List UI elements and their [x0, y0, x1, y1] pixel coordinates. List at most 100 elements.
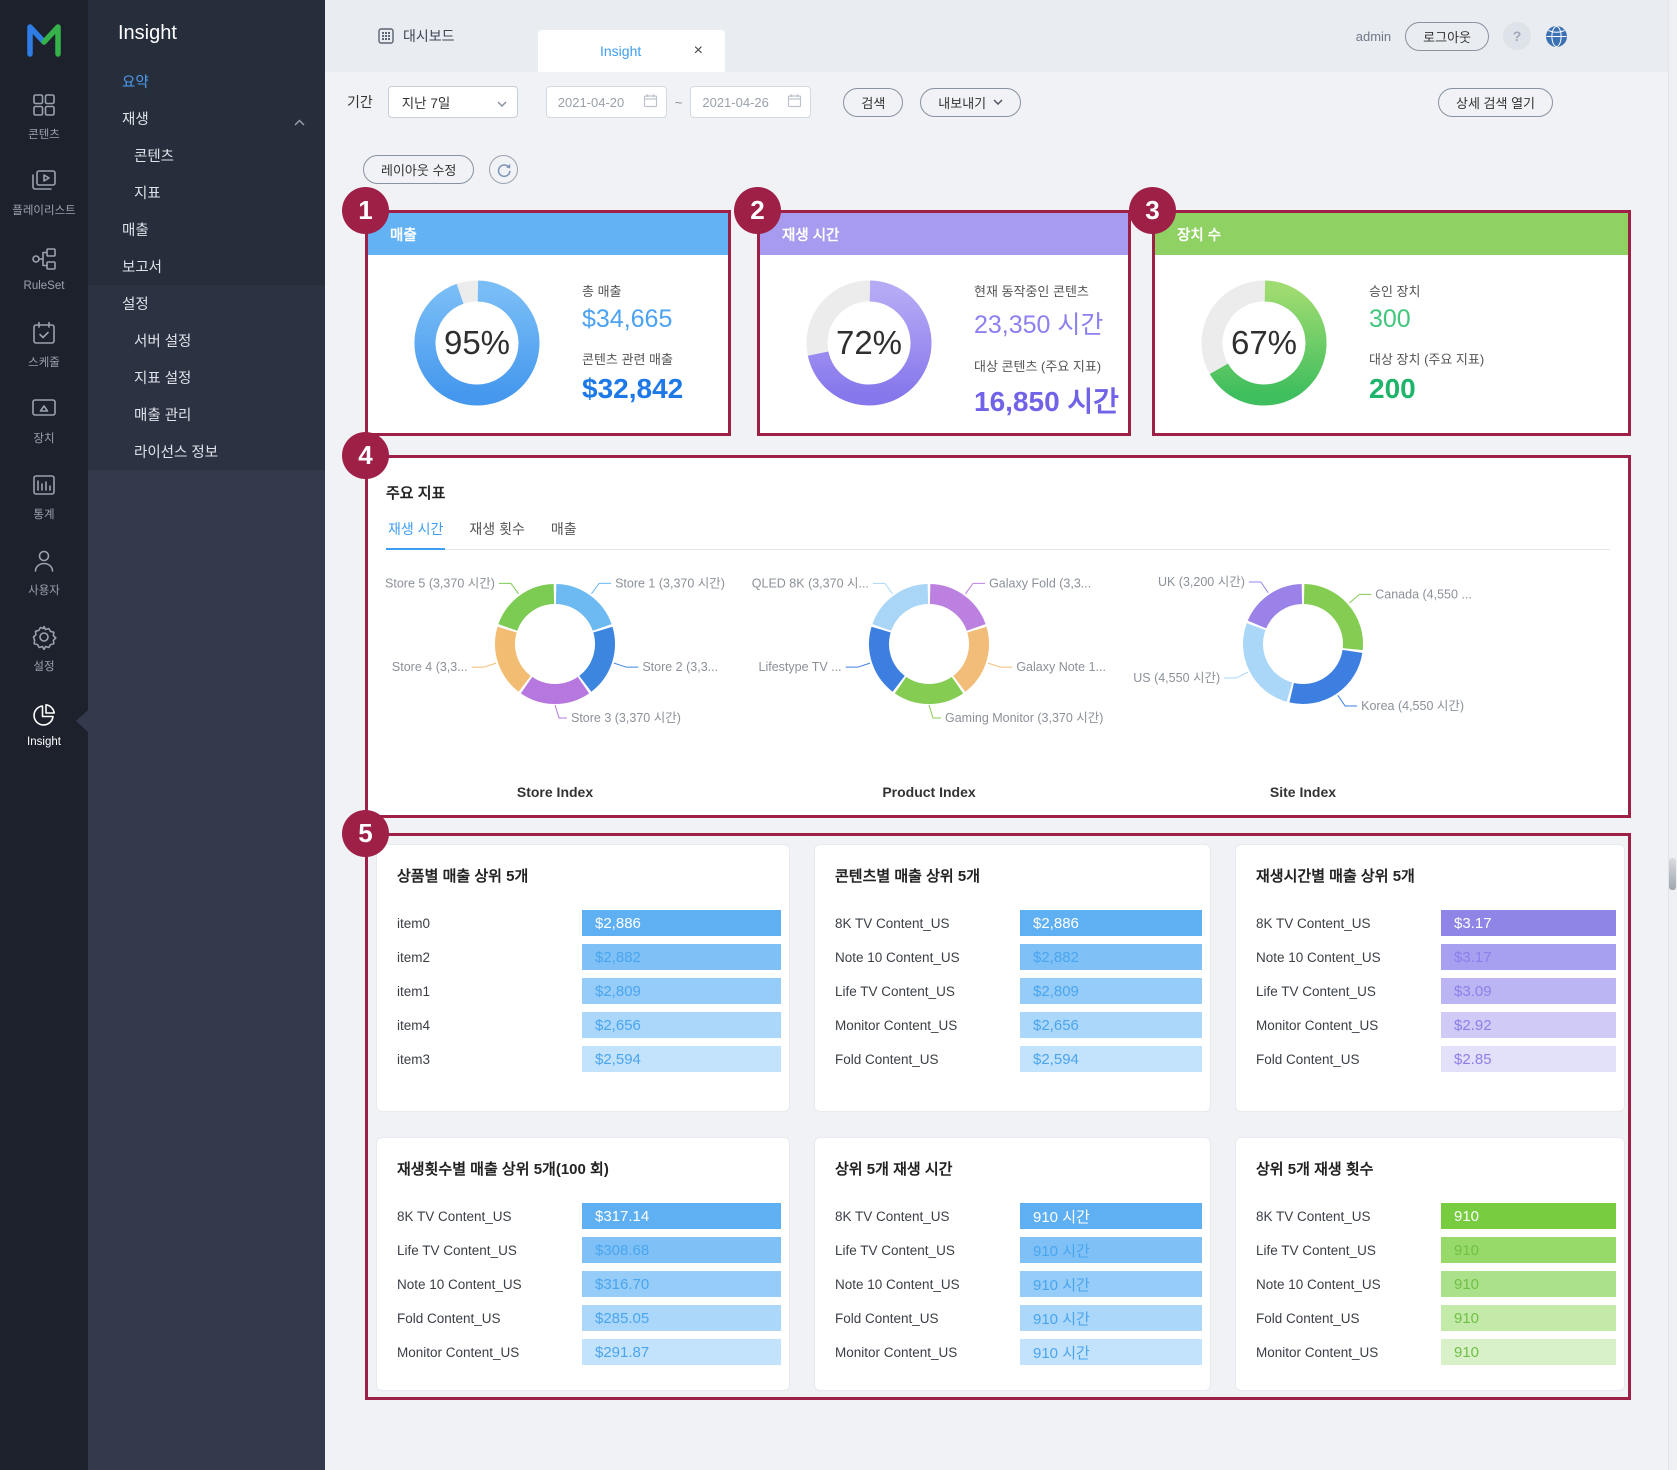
- bar-value: 910: [1454, 1275, 1480, 1293]
- menu-item-지표[interactable]: 지표: [88, 174, 325, 211]
- export-button[interactable]: 내보내기: [920, 87, 1022, 117]
- value-bar: $317.14: [582, 1203, 781, 1229]
- magicinfo-logo[interactable]: [0, 0, 88, 78]
- top5-panel-1: 상품별 매출 상위 5개 item0 $2,886 item2 $2,882 item1 $…: [376, 844, 790, 1112]
- row-label: Monitor Content_US: [1256, 1344, 1379, 1360]
- tab-revenue[interactable]: 매출: [550, 521, 577, 537]
- panel-row: Fold Content_US 910 시간: [835, 1301, 1202, 1335]
- search-button[interactable]: 검색: [843, 87, 904, 117]
- value-bar: $3.17: [1441, 944, 1616, 970]
- menu-item-설정[interactable]: 설정: [88, 285, 325, 322]
- bar-value: 910 시간: [1033, 1242, 1090, 1260]
- rail-item-stats[interactable]: 통계: [0, 458, 88, 534]
- menu-item-label: 라이선스 정보: [134, 445, 219, 461]
- menu-item-콘텐츠[interactable]: 콘텐츠: [88, 137, 325, 174]
- label-leader-line: [613, 662, 639, 668]
- rail-item-settings[interactable]: 설정: [0, 610, 88, 686]
- calendar-icon[interactable]: [643, 93, 658, 111]
- tab-play-time[interactable]: 재생 시간: [386, 519, 446, 550]
- row-label: Life TV Content_US: [1256, 983, 1376, 999]
- donut-slice: [1247, 584, 1303, 629]
- panel-row: Fold Content_US $2.85: [1256, 1042, 1616, 1076]
- row-label: 8K TV Content_US: [835, 1208, 950, 1224]
- slice-label: US (4,550 시간): [1133, 671, 1220, 685]
- bar-value: 910: [1454, 1309, 1480, 1327]
- bar-value: $2,886: [595, 914, 641, 932]
- top5-section: 5 상품별 매출 상위 5개 item0 $2,886 item2 $2,882 item…: [342, 810, 1631, 1400]
- row-label: Fold Content_US: [1256, 1051, 1360, 1067]
- calendar-icon[interactable]: [787, 93, 802, 111]
- label-leader-line: [928, 704, 941, 719]
- date-to-input[interactable]: 2021-04-26: [690, 86, 812, 118]
- period-select[interactable]: 지난 7일: [387, 86, 518, 118]
- panel-row: item2 $2,882: [397, 940, 781, 974]
- panel-row: item1 $2,809: [397, 974, 781, 1008]
- rail-item-ruleset[interactable]: RuleSet: [0, 230, 88, 306]
- period-label: 기간: [347, 94, 373, 110]
- tab-play-count[interactable]: 재생 횟수: [469, 521, 525, 537]
- rail-item-label: 장치: [33, 433, 55, 445]
- section-number-badge: 5: [342, 810, 389, 857]
- scrollbar[interactable]: [1668, 0, 1677, 1470]
- help-icon[interactable]: ?: [1503, 22, 1531, 50]
- edit-layout-button[interactable]: 레이아웃 수정: [363, 155, 475, 184]
- scrollbar-thumb[interactable]: [1669, 858, 1676, 890]
- chevron-up-icon[interactable]: [294, 114, 305, 130]
- menu-item-매출-관리[interactable]: 매출 관리: [88, 396, 325, 433]
- tab-insight[interactable]: Insight ×: [538, 30, 725, 72]
- bar-value: $2,882: [1033, 948, 1079, 966]
- rail-item-playlist[interactable]: 플레이리스트: [0, 154, 88, 230]
- globe-icon[interactable]: [1545, 25, 1568, 48]
- slice-label: Store 5 (3,370 시간): [385, 576, 495, 590]
- filter-bar: 기간 지난 7일 2021-04-20 ~ 2021-04-26 검색: [325, 86, 1677, 118]
- menu-item-label: 보고서: [122, 260, 163, 276]
- date-from-input[interactable]: 2021-04-20: [545, 86, 667, 118]
- menu-item-label: 서버 설정: [134, 334, 192, 350]
- label-leader-line: [554, 704, 567, 719]
- menu-item-label: 콘텐츠: [134, 149, 175, 165]
- refresh-button[interactable]: [489, 155, 519, 184]
- rail-item-label: Insight: [27, 736, 61, 748]
- menu-item-지표-설정[interactable]: 지표 설정: [88, 359, 325, 396]
- close-icon[interactable]: ×: [693, 42, 703, 59]
- top5-panel-3: 재생시간별 매출 상위 5개 8K TV Content_US $3.17 Note …: [1235, 844, 1625, 1112]
- rail-item-contents[interactable]: 콘텐츠: [0, 78, 88, 154]
- panel-row: Life TV Content_US $2,809: [835, 974, 1202, 1008]
- rail-item-insight[interactable]: Insight: [0, 686, 88, 762]
- menu-item-보고서[interactable]: 보고서: [88, 248, 325, 285]
- rail-item-label: 콘텐츠: [28, 129, 60, 141]
- top5-panel-6: 상위 5개 재생 횟수 8K TV Content_US 910 Life TV Co…: [1235, 1137, 1625, 1391]
- menu-item-라이선스-정보[interactable]: 라이선스 정보: [88, 433, 325, 470]
- value-bar: $2,886: [582, 910, 781, 936]
- donut-slice: [869, 626, 906, 692]
- label-leader-line: [987, 662, 1013, 668]
- value-bar: 910 시간: [1020, 1305, 1202, 1331]
- row-label: item0: [397, 915, 431, 931]
- value-bar: $2.92: [1441, 1012, 1616, 1038]
- menu-item-재생[interactable]: 재생: [88, 100, 325, 137]
- value-bar: $3.17: [1441, 910, 1616, 936]
- panel-row: Note 10 Content_US $316.70: [397, 1267, 781, 1301]
- menu-item-서버-설정[interactable]: 서버 설정: [88, 322, 325, 359]
- row-label: Note 10 Content_US: [835, 949, 960, 965]
- slice-label: Store 1 (3,370 시간): [615, 576, 725, 590]
- gauge-donut: 67%: [1189, 268, 1339, 418]
- kpi-stats: 현재 동작중인 콘텐츠 23,350 시간 대상 콘텐츠 (주요 지표) 16,850…: [974, 281, 1119, 433]
- rail-item-label: 통계: [33, 509, 55, 521]
- row-label: Life TV Content_US: [835, 983, 955, 999]
- advanced-search-button[interactable]: 상세 검색 열기: [1438, 87, 1553, 117]
- rail-item-schedule[interactable]: 스케줄: [0, 306, 88, 382]
- slice-label: Galaxy Fold (3,3...: [989, 576, 1091, 590]
- rail-item-users[interactable]: 사용자: [0, 534, 88, 610]
- panel-row: item0 $2,886: [397, 906, 781, 940]
- menu-item-매출[interactable]: 매출: [88, 211, 325, 248]
- slice-label: Store 4 (3,3...: [392, 660, 468, 674]
- gauge-donut: 72%: [794, 268, 944, 418]
- value-bar: $2,656: [1020, 1012, 1202, 1038]
- row-label: 8K TV Content_US: [835, 915, 950, 931]
- menu-item-요약[interactable]: 요약: [88, 63, 325, 100]
- rail-item-device[interactable]: 장치: [0, 382, 88, 458]
- logout-button[interactable]: 로그아웃: [1405, 21, 1489, 51]
- donut-slice: [894, 676, 964, 704]
- tab-dashboard[interactable]: 대시보드: [378, 0, 455, 72]
